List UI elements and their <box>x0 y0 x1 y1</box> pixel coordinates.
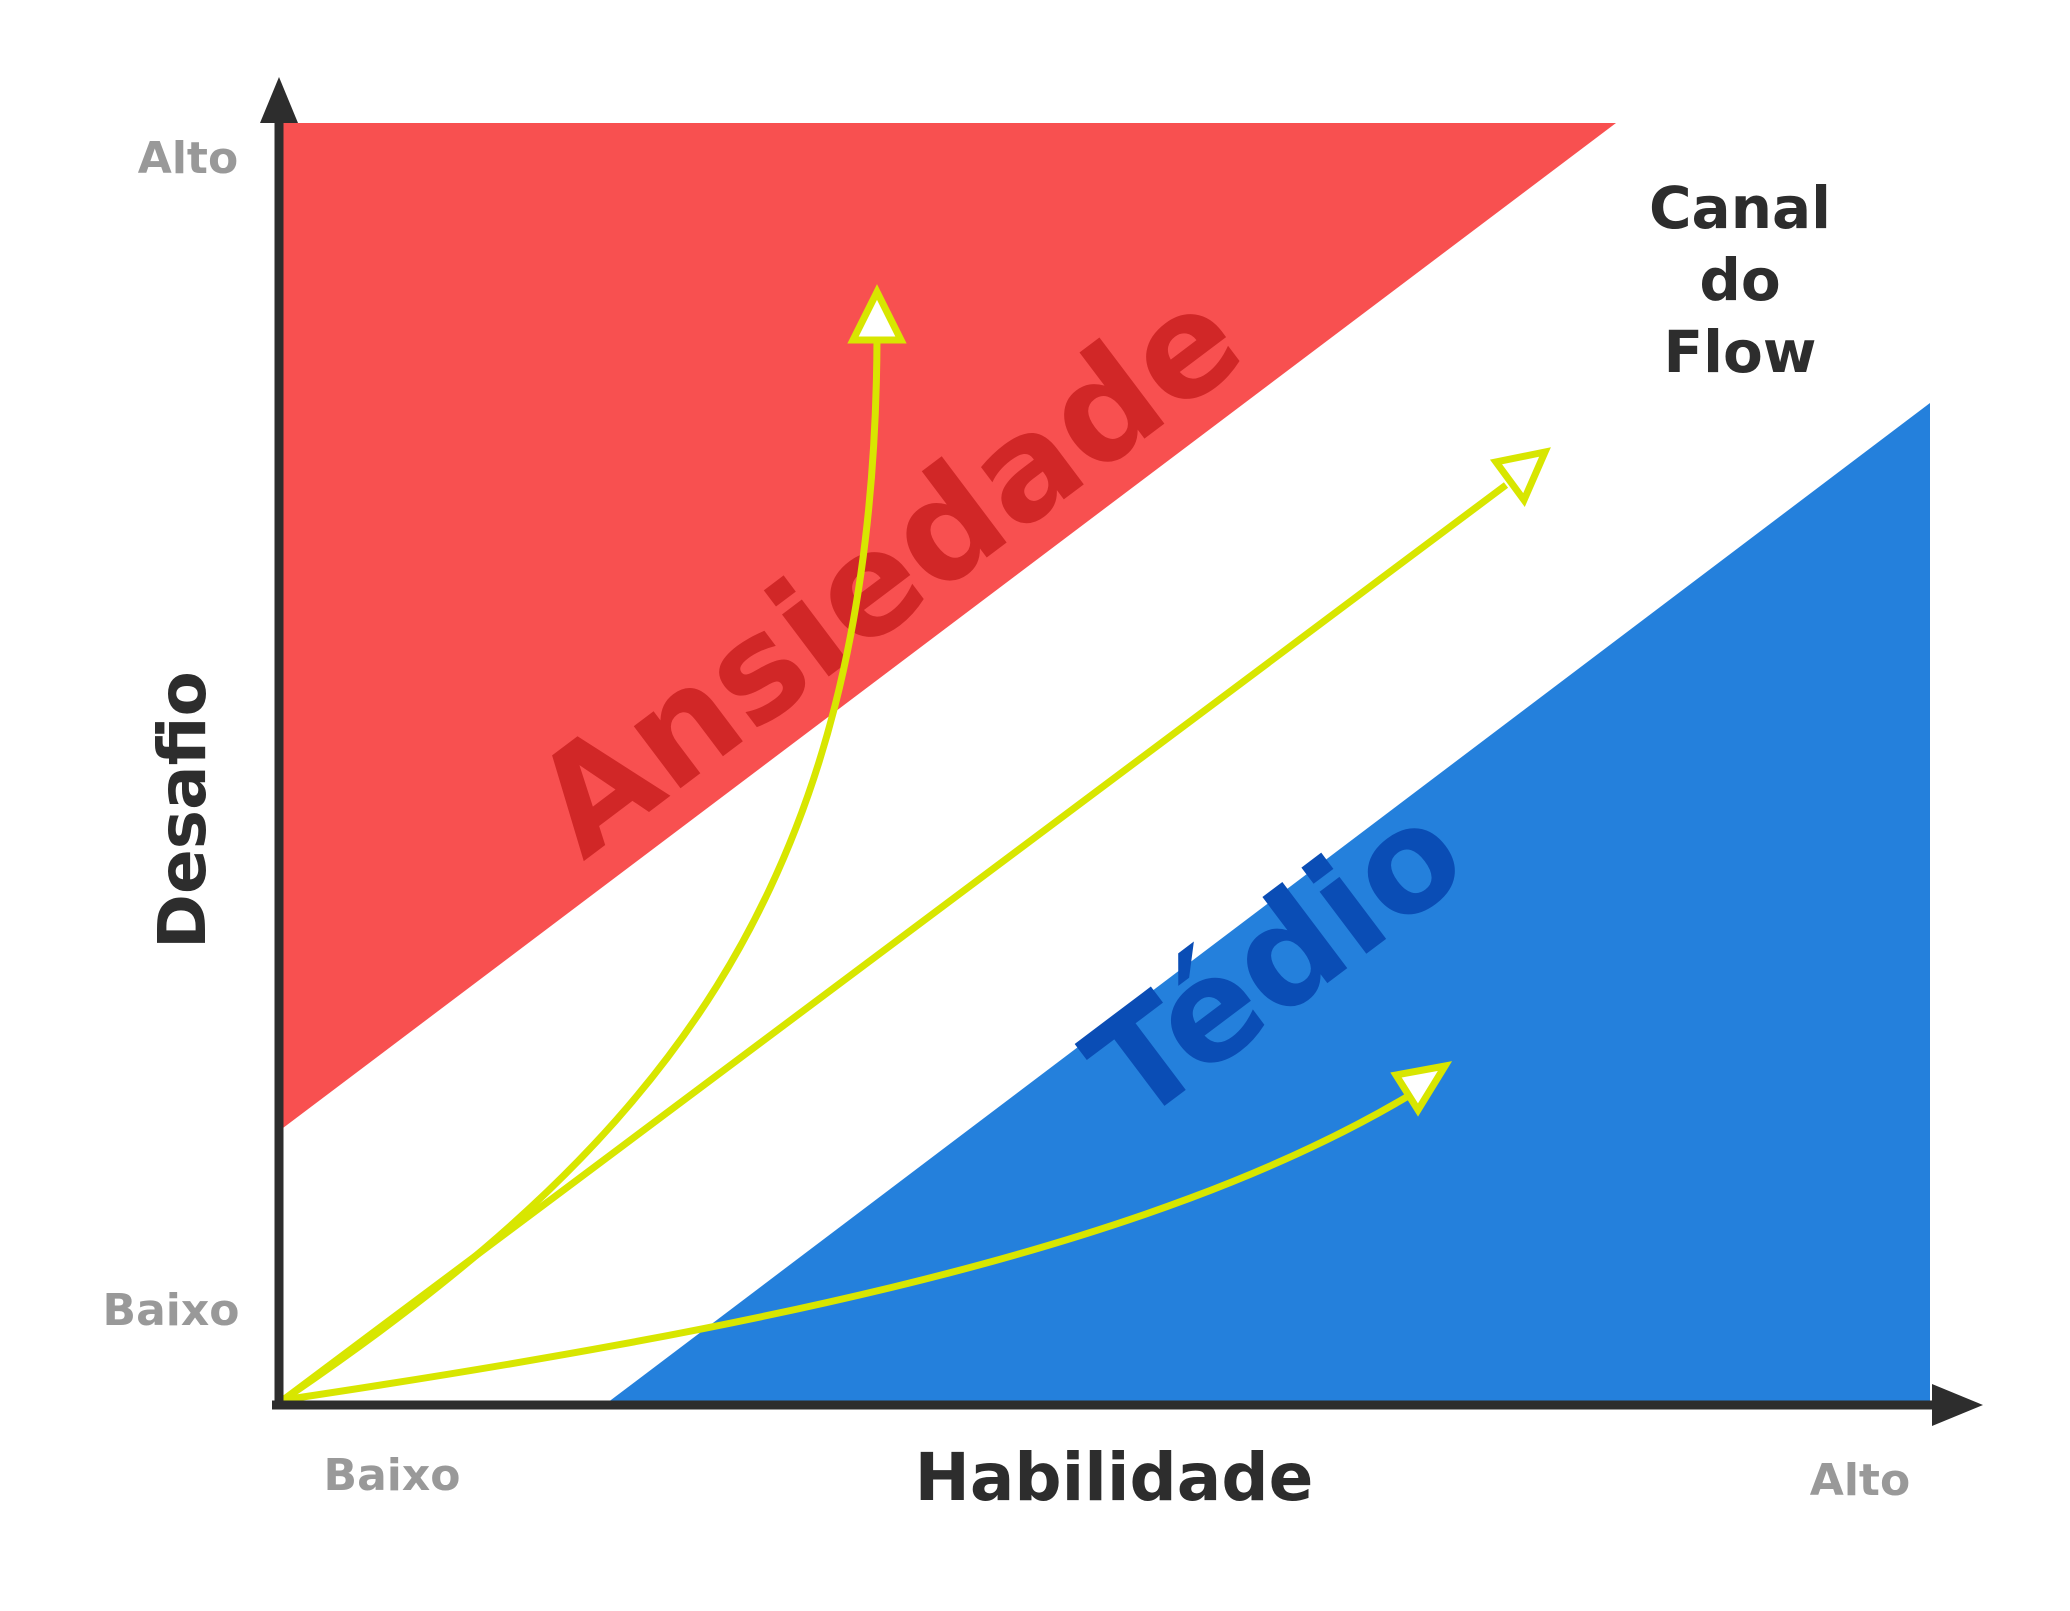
x-axis-label: Habilidade <box>915 1439 1314 1516</box>
y-axis-label: Desafio <box>144 671 221 949</box>
flow-label-line3: Flow <box>1664 318 1817 386</box>
progress-arrows <box>280 284 1551 1404</box>
arrow-through-flow-head <box>1489 447 1551 507</box>
y-axis-arrowhead <box>260 77 298 123</box>
axes <box>260 77 1983 1426</box>
boredom-zone <box>607 403 1930 1403</box>
arrow-to-anxiety-head <box>847 284 907 344</box>
y-axis-high-label: Alto <box>138 133 238 184</box>
arrow-to-boredom <box>282 1091 1412 1404</box>
x-axis-low-label: Baixo <box>324 1450 461 1501</box>
arrow-through-flow <box>280 482 1509 1403</box>
flow-label-line1: Canal <box>1649 174 1831 242</box>
arrow-to-boredom-head <box>1390 1061 1453 1117</box>
flow-label-line2: do <box>1699 246 1780 314</box>
anxiety-zone <box>279 123 1616 1131</box>
y-axis-low-label: Baixo <box>103 1285 240 1336</box>
x-axis-arrowhead <box>1932 1384 1983 1426</box>
x-axis-high-label: Alto <box>1810 1455 1910 1506</box>
flow-channel-label: Canal do Flow <box>1649 174 1831 386</box>
